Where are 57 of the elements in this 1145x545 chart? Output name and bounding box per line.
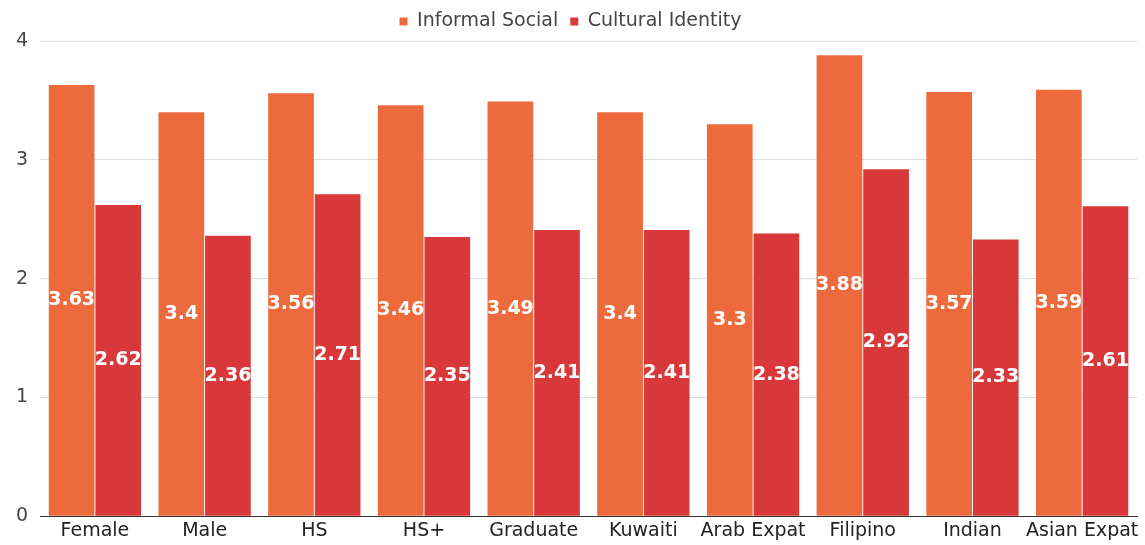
data-label: 3.4 xyxy=(164,300,199,323)
data-label: 2.41 xyxy=(533,359,581,382)
bar xyxy=(643,229,690,516)
bar xyxy=(424,237,471,516)
bar xyxy=(95,204,142,516)
data-label: 2.71 xyxy=(314,341,362,364)
x-tick-label: HS+ xyxy=(402,517,446,540)
y-tick-label: 4 xyxy=(15,27,29,50)
data-label: 2.33 xyxy=(972,364,1020,387)
bar xyxy=(1082,206,1129,516)
y-tick-label: 2 xyxy=(15,265,29,288)
x-tick-label: Asian Expat xyxy=(1026,517,1139,540)
bar xyxy=(926,92,972,516)
bar xyxy=(268,93,314,516)
bar xyxy=(158,112,205,516)
bar xyxy=(487,101,534,516)
bar xyxy=(1036,89,1082,516)
data-label: 3.4 xyxy=(603,300,637,323)
data-label: 3.88 xyxy=(816,272,863,295)
data-label: 3.63 xyxy=(48,287,96,310)
data-label: 2.61 xyxy=(1082,347,1129,370)
data-label: 2.35 xyxy=(423,363,471,386)
bar xyxy=(753,233,800,516)
data-label: 2.62 xyxy=(94,347,142,370)
data-label: 3.46 xyxy=(377,297,425,320)
bar xyxy=(972,239,1019,516)
x-tick-label: Filipino xyxy=(829,517,896,540)
y-tick-label: 3 xyxy=(15,146,29,169)
data-label: 3.57 xyxy=(925,290,973,313)
x-tick-label: Graduate xyxy=(489,517,579,540)
bar xyxy=(706,124,753,516)
legend-label: Informal Social xyxy=(417,8,559,31)
bar xyxy=(534,229,580,516)
bar xyxy=(597,112,643,516)
data-label: 3.56 xyxy=(267,291,315,314)
data-label: 3.59 xyxy=(1035,289,1083,312)
bar xyxy=(314,194,361,516)
bar xyxy=(205,235,251,516)
x-tick-label: Indian xyxy=(943,517,1002,540)
bar xyxy=(863,169,909,516)
bar xyxy=(816,55,863,516)
data-label: 3.49 xyxy=(486,295,534,318)
bar xyxy=(48,84,95,516)
y-tick-label: 1 xyxy=(15,384,29,407)
x-tick-label: HS xyxy=(301,517,328,540)
data-label: 3.3 xyxy=(712,306,747,329)
x-tick-label: Arab Expat xyxy=(700,517,806,540)
data-label: 2.36 xyxy=(204,362,252,385)
legend-label: Cultural Identity xyxy=(587,8,742,31)
x-tick-label: Female xyxy=(60,517,130,540)
x-tick-label: Kuwaiti xyxy=(609,517,678,540)
data-label: 2.38 xyxy=(752,361,800,384)
data-label: 2.41 xyxy=(643,359,691,382)
data-label: 2.92 xyxy=(862,329,910,352)
x-tick-label: Male xyxy=(182,517,228,540)
y-tick-label: 0 xyxy=(15,503,29,526)
bar xyxy=(377,105,424,516)
